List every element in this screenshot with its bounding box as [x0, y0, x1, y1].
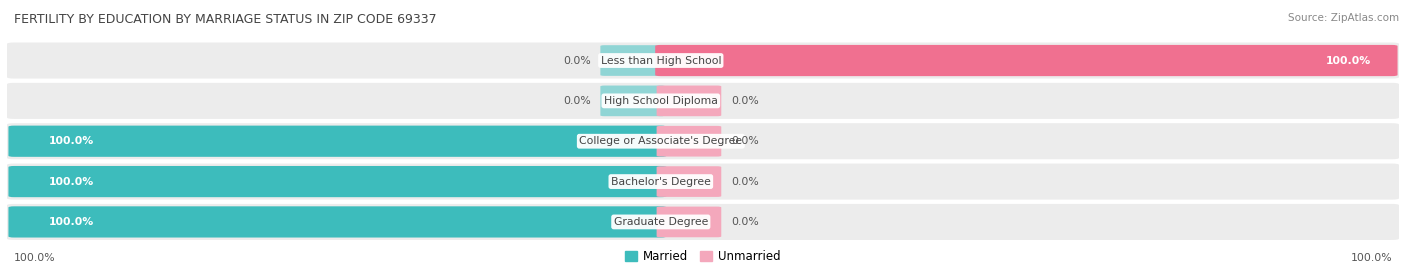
Text: 0.0%: 0.0%: [731, 136, 759, 146]
Legend: Married, Unmarried: Married, Unmarried: [626, 250, 780, 263]
FancyBboxPatch shape: [8, 166, 666, 197]
FancyBboxPatch shape: [657, 126, 721, 157]
Text: 100.0%: 100.0%: [49, 136, 94, 146]
FancyBboxPatch shape: [7, 43, 1399, 79]
FancyBboxPatch shape: [657, 166, 721, 197]
FancyBboxPatch shape: [7, 83, 1399, 119]
FancyBboxPatch shape: [7, 204, 1399, 240]
Text: 100.0%: 100.0%: [49, 176, 94, 187]
Text: Less than High School: Less than High School: [600, 55, 721, 66]
FancyBboxPatch shape: [657, 207, 721, 237]
Text: 0.0%: 0.0%: [562, 55, 591, 66]
FancyBboxPatch shape: [600, 45, 665, 76]
Text: 100.0%: 100.0%: [1350, 253, 1392, 263]
Text: FERTILITY BY EDUCATION BY MARRIAGE STATUS IN ZIP CODE 69337: FERTILITY BY EDUCATION BY MARRIAGE STATU…: [14, 13, 437, 26]
FancyBboxPatch shape: [8, 206, 666, 238]
Text: 0.0%: 0.0%: [731, 176, 759, 187]
Text: College or Associate's Degree: College or Associate's Degree: [579, 136, 742, 146]
Text: 100.0%: 100.0%: [14, 253, 56, 263]
FancyBboxPatch shape: [655, 45, 1398, 76]
FancyBboxPatch shape: [8, 126, 666, 157]
Text: 100.0%: 100.0%: [49, 217, 94, 227]
FancyBboxPatch shape: [7, 164, 1399, 200]
Text: 0.0%: 0.0%: [562, 96, 591, 106]
Text: 0.0%: 0.0%: [731, 217, 759, 227]
FancyBboxPatch shape: [657, 86, 721, 116]
Text: 0.0%: 0.0%: [731, 96, 759, 106]
Text: Source: ZipAtlas.com: Source: ZipAtlas.com: [1288, 13, 1399, 23]
Text: Graduate Degree: Graduate Degree: [613, 217, 709, 227]
FancyBboxPatch shape: [600, 86, 665, 116]
Text: Bachelor's Degree: Bachelor's Degree: [610, 176, 711, 187]
FancyBboxPatch shape: [7, 123, 1399, 159]
Text: High School Diploma: High School Diploma: [605, 96, 717, 106]
Text: 100.0%: 100.0%: [1326, 55, 1371, 66]
